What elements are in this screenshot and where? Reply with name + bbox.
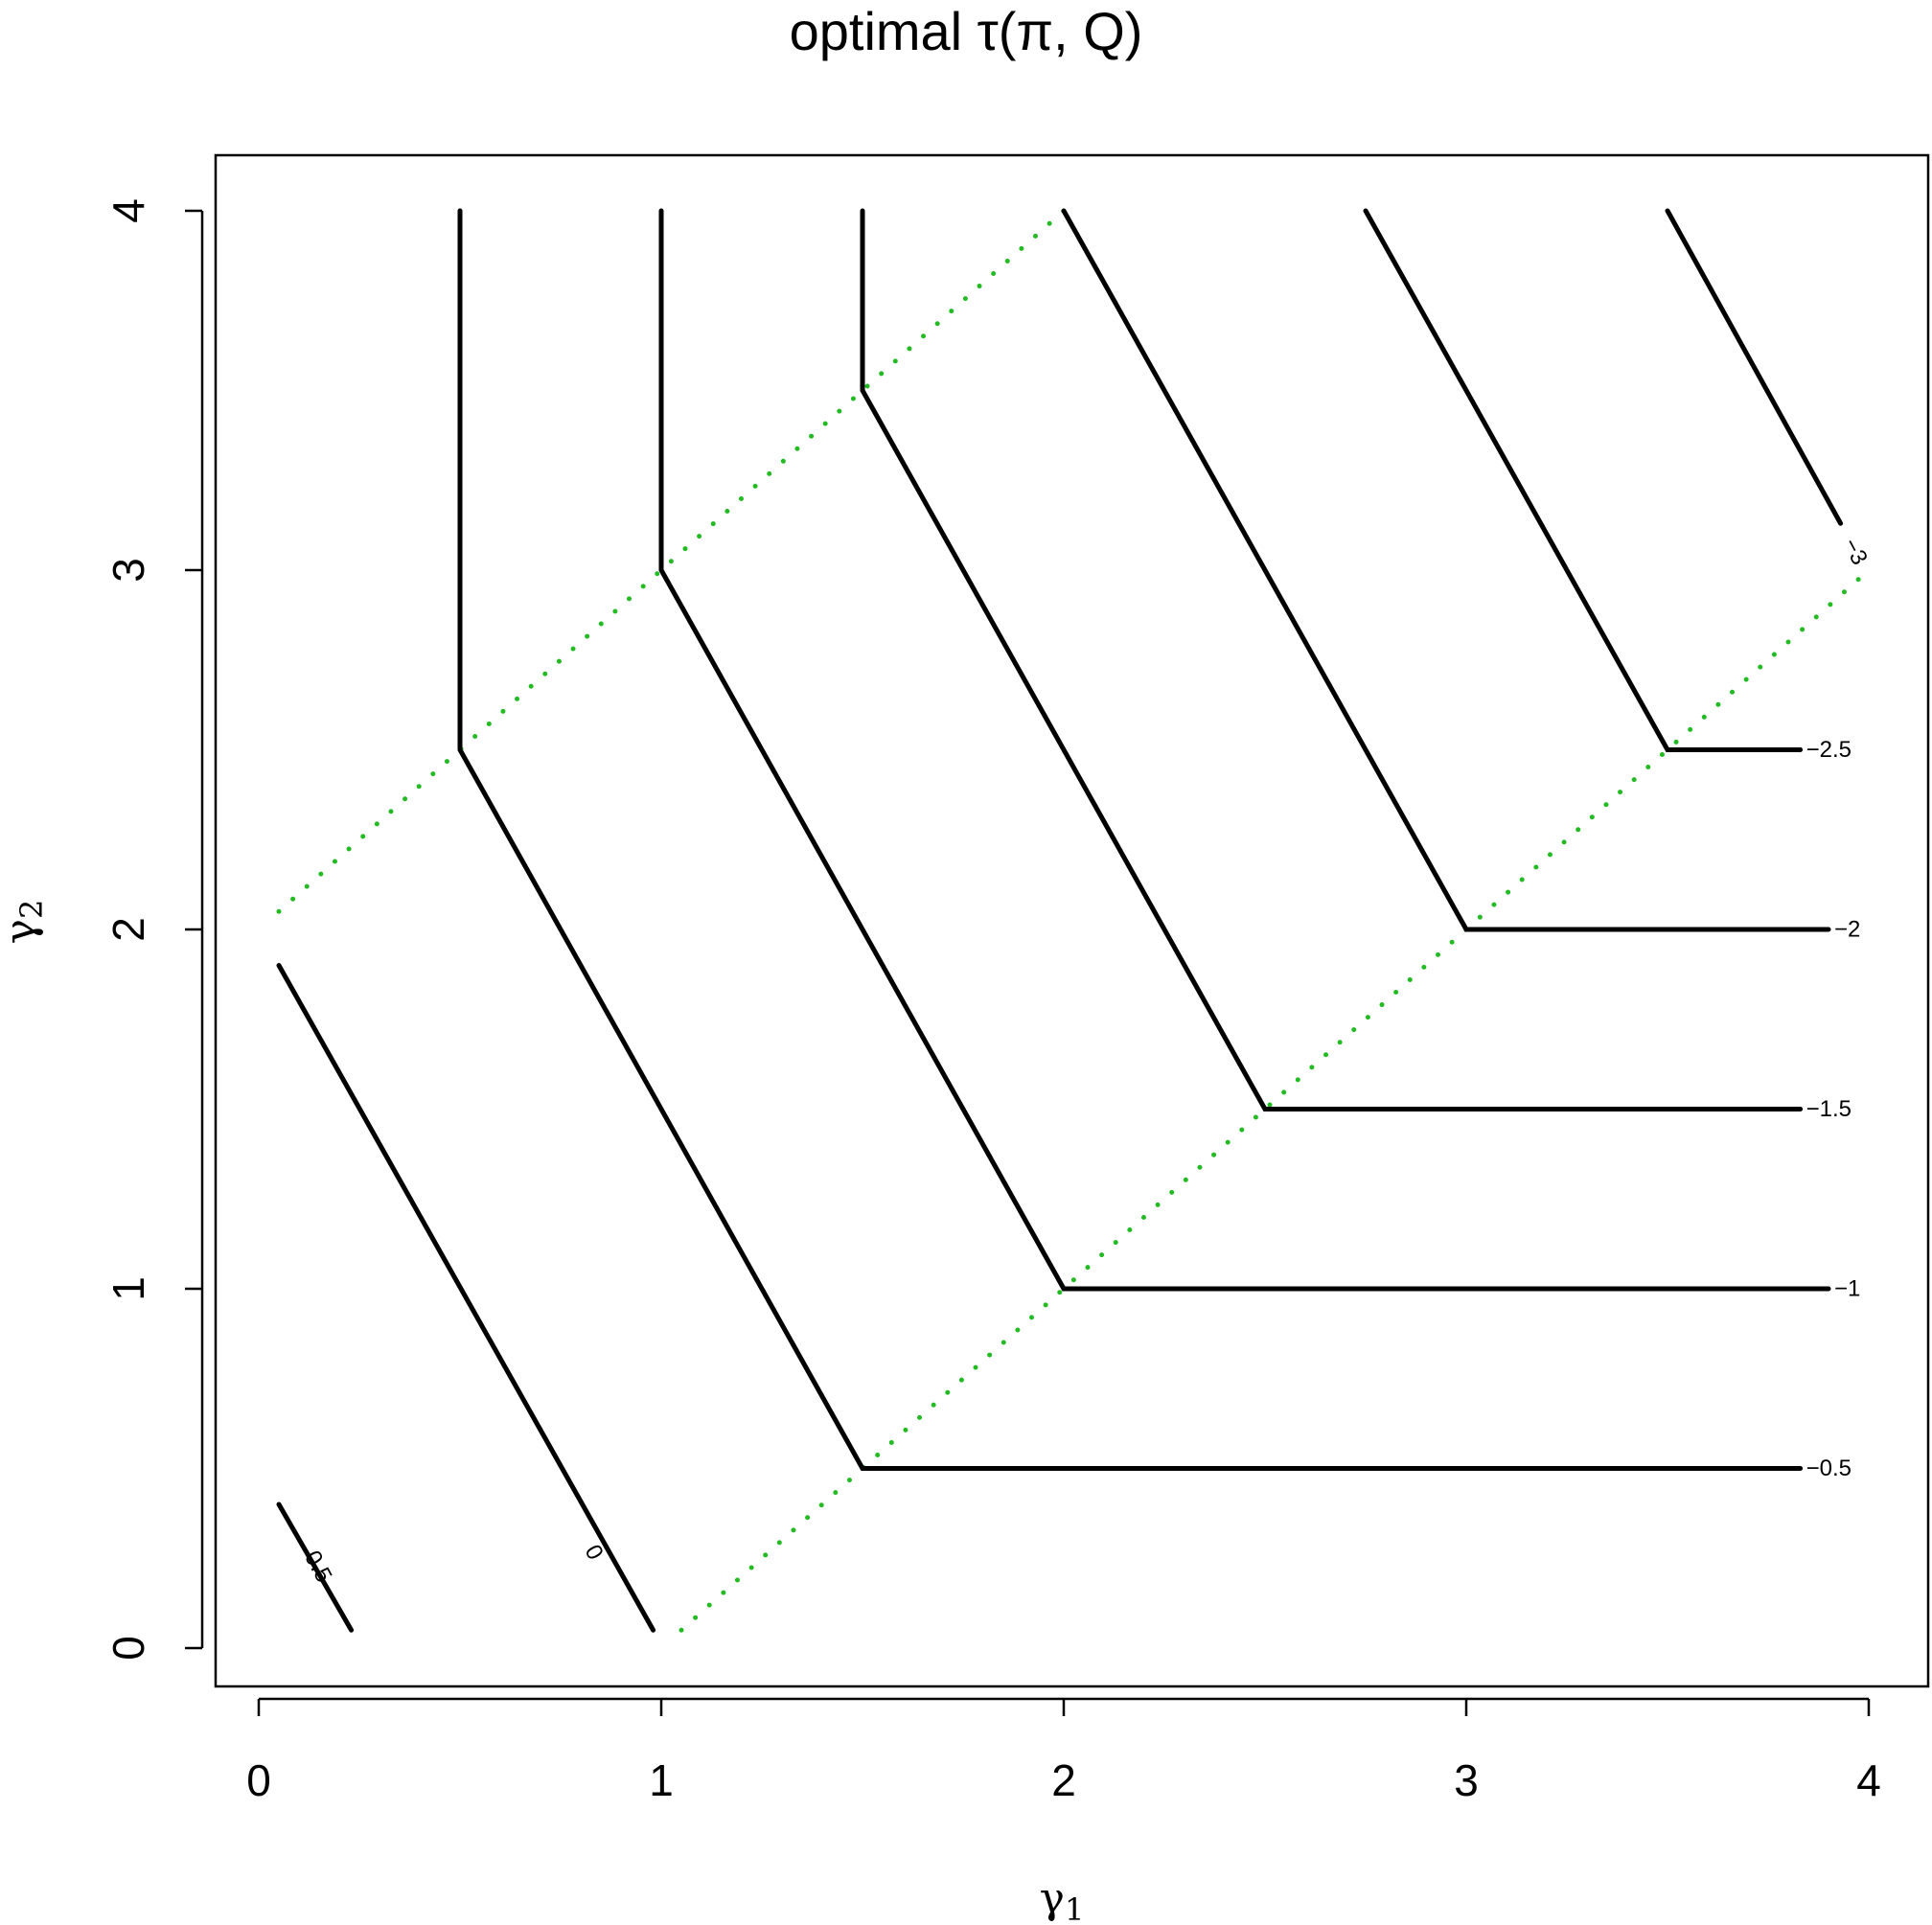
contour-line <box>1064 211 1828 929</box>
chart-title: optimal τ(π, Q) <box>790 1 1143 61</box>
boundary-line <box>279 211 1064 911</box>
y-axis: 0 1 2 3 4 <box>104 198 202 1661</box>
contour-label: 0 <box>580 1541 609 1564</box>
contour-label: −2 <box>1834 916 1860 942</box>
y-axis-label: γ2 <box>0 900 50 945</box>
plot-frame <box>216 155 1928 1686</box>
contour-line <box>279 966 654 1631</box>
contour-lines <box>279 211 1841 1630</box>
contour-line <box>1366 211 1801 750</box>
contour-line <box>862 211 1801 1110</box>
y-tick-label: 4 <box>104 198 153 223</box>
y-tick-label: 3 <box>104 558 153 583</box>
boundary-line <box>681 570 1869 1630</box>
x-tick-label: 3 <box>1454 1755 1479 1805</box>
x-axis: 0 1 2 3 4 <box>246 1699 1881 1805</box>
contour-line <box>1668 211 1841 523</box>
contour-label: −2.5 <box>1806 737 1852 763</box>
y-tick-label: 2 <box>104 917 153 942</box>
contour-label: −3 <box>1837 534 1873 569</box>
boundary-dotted-lines <box>279 211 1869 1630</box>
x-tick-label: 4 <box>1856 1755 1881 1805</box>
contour-label: −0.5 <box>1806 1455 1852 1481</box>
x-tick-label: 1 <box>649 1755 674 1805</box>
contour-label: −1.5 <box>1806 1096 1852 1122</box>
contour-line <box>661 211 1828 1289</box>
y-tick-label: 0 <box>104 1636 153 1661</box>
x-tick-label: 2 <box>1051 1755 1076 1805</box>
x-tick-label: 0 <box>246 1755 271 1805</box>
y-tick-label: 1 <box>104 1276 153 1301</box>
x-axis-label: γ1 <box>1040 1874 1085 1925</box>
contour-label: −1 <box>1834 1275 1860 1301</box>
